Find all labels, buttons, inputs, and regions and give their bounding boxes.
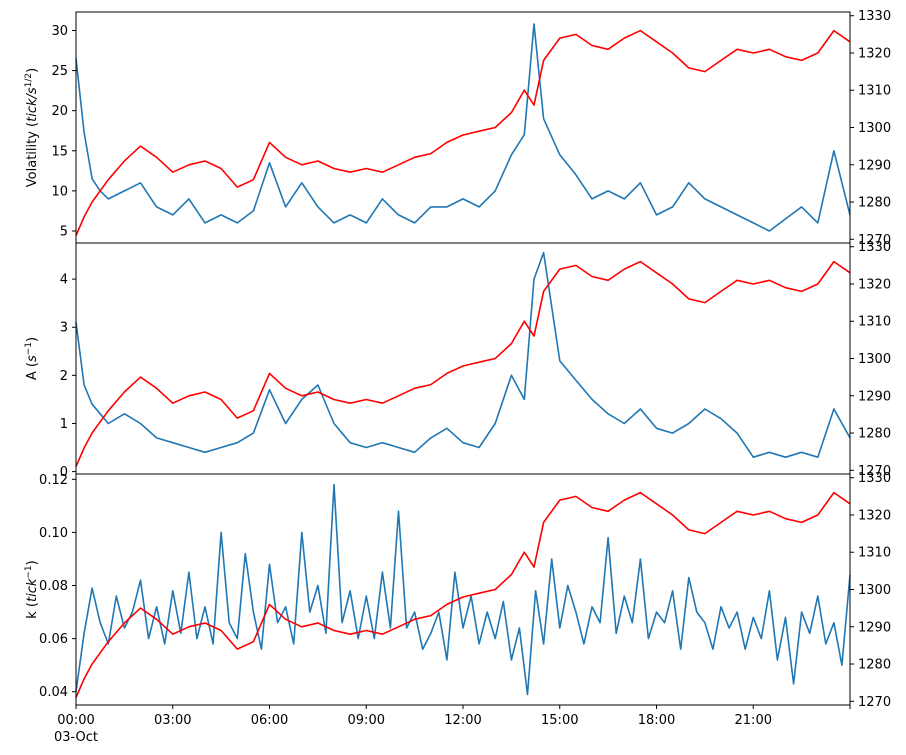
y-tick-label: 25	[51, 64, 68, 79]
y-right-tick-label: 1330	[858, 471, 891, 486]
y-right-tick-label: 1290	[858, 158, 891, 173]
y-right-tick-label: 1320	[858, 508, 891, 523]
y-tick-label: 0.04	[39, 685, 68, 700]
y-right-tick-label: 1290	[858, 620, 891, 635]
y-tick-label: 0.12	[39, 473, 68, 488]
y-tick-label: 5	[60, 224, 68, 239]
y-axis-label: A (s−1)	[24, 337, 40, 380]
series-line-metric	[75, 483, 851, 696]
y-tick-label: 20	[51, 104, 68, 119]
series-line-price	[75, 260, 851, 467]
y-right-tick-label: 1330	[858, 9, 891, 24]
series-line-price	[75, 491, 851, 698]
y-tick-label: 1	[60, 417, 68, 432]
x-tick-label: 18:00	[638, 713, 675, 728]
y-right-tick-label: 1280	[858, 427, 891, 442]
y-right-tick-label: 1270	[858, 695, 891, 710]
y-tick-label: 30	[51, 24, 68, 39]
x-tick-label: 03:00	[154, 713, 191, 728]
y-axis-label: Volatility (tick/s1/2)	[24, 68, 40, 187]
x-tick-label: 12:00	[444, 713, 481, 728]
x-tick-label: 21:00	[735, 713, 772, 728]
x-tick-label: 15:00	[541, 713, 578, 728]
y-tick-label: 0	[60, 465, 68, 480]
y-tick-label: 0.08	[39, 579, 68, 594]
y-right-tick-label: 1310	[858, 315, 891, 330]
x-tick-label: 06:00	[251, 713, 288, 728]
y-right-tick-label: 1320	[858, 277, 891, 292]
x-tick-label: 00:00	[57, 713, 94, 728]
x-tick-label: 09:00	[348, 713, 385, 728]
y-right-tick-label: 1310	[858, 546, 891, 561]
y-tick-label: 0.10	[39, 526, 68, 541]
panel-frame	[75, 242, 851, 475]
panel-2: 0 1 2 3 4 1270 1280 1290 1300 1310 1320 1330 A (s−1)	[24, 240, 891, 480]
panel-frame	[75, 473, 851, 706]
y-right-tick-label: 1300	[858, 583, 891, 598]
y-right-tick-label: 1300	[858, 352, 891, 367]
y-right-tick-label: 1310	[858, 84, 891, 99]
y-tick-label: 4	[60, 273, 68, 288]
series-line-metric	[75, 251, 851, 459]
panel-frame	[75, 11, 851, 244]
y-right-tick-label: 1320	[858, 46, 891, 61]
y-axis-label: k (tick−1)	[24, 560, 40, 618]
y-right-tick-label: 1290	[858, 389, 891, 404]
y-tick-label: 3	[60, 321, 68, 336]
y-right-tick-label: 1330	[858, 240, 891, 255]
y-right-tick-label: 1300	[858, 121, 891, 136]
y-right-tick-label: 1280	[858, 658, 891, 673]
y-right-tick-label: 1270	[858, 464, 891, 479]
y-right-tick-label: 1280	[858, 196, 891, 211]
series-line-metric	[75, 23, 851, 232]
y-tick-label: 10	[51, 184, 68, 199]
panel-3: 0.04 0.06 0.08 0.10 0.12 1270 1280 1290 1300 1310…	[24, 471, 891, 710]
y-tick-label: 15	[51, 144, 68, 159]
panel-1: 5 10 15 20 25 30 1270 1280 1290 1300 1310 1320 1330 V…	[24, 9, 891, 248]
y-right-tick-label: 1270	[858, 233, 891, 248]
y-tick-label: 0.06	[39, 632, 68, 647]
y-tick-label: 2	[60, 369, 68, 384]
x-axis: 00:00 03:00 06:00 09:00 12:00 15:00 18:00 21:00…	[54, 705, 851, 745]
x-date-label: 03-Oct	[54, 730, 98, 745]
panels: 510152025301270128012901300131013201330V…	[24, 9, 891, 710]
series-line-price	[75, 29, 851, 236]
